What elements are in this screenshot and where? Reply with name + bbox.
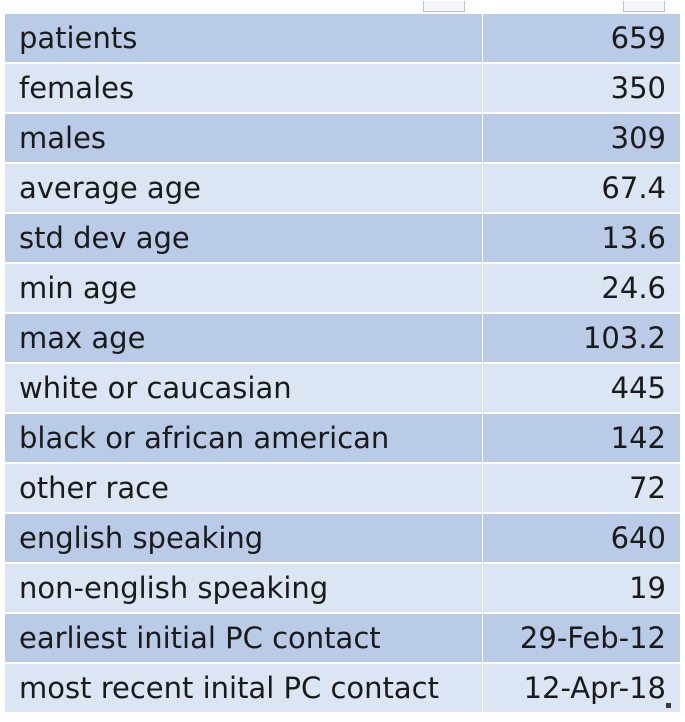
row-value-cell[interactable]: 445 [482,363,680,414]
row-value-cell[interactable]: 350 [482,63,680,114]
table-row: other race 72 [5,463,680,514]
row-value-cell[interactable]: 19 [482,563,680,614]
table-row: white or caucasian 445 [5,363,680,414]
row-label-cell[interactable]: std dev age [5,213,483,264]
table-row: most recent inital PC contact 12-Apr-18 [5,663,680,714]
table-row: males 309 [5,113,680,164]
table-row: min age 24.6 [5,263,680,314]
row-value-cell[interactable]: 309 [482,113,680,164]
row-value-cell[interactable]: 659 [482,14,680,64]
row-label-cell[interactable]: females [5,63,483,114]
row-value-cell[interactable]: 67.4 [482,163,680,214]
row-label-cell[interactable]: other race [5,463,483,514]
row-label-cell[interactable]: patients [5,14,483,64]
spreadsheet-region: patients 659 females 350 males 309 avera… [5,0,680,722]
filter-dropdown-button[interactable] [623,1,665,12]
row-label-cell[interactable]: max age [5,313,483,364]
table-row: females 350 [5,63,680,114]
table-row: black or african american 142 [5,413,680,464]
row-value-cell[interactable]: 640 [482,513,680,564]
row-label-cell[interactable]: earliest initial PC contact [5,613,483,664]
row-label-cell[interactable]: black or african american [5,413,483,464]
row-value-cell[interactable]: 29-Feb-12 [482,613,680,664]
fill-handle[interactable] [666,703,671,708]
column-header-strip [5,0,680,15]
row-value-cell[interactable]: 103.2 [482,313,680,364]
row-value-cell[interactable]: 13.6 [482,213,680,264]
row-label-cell[interactable]: min age [5,263,483,314]
table-row: max age 103.2 [5,313,680,364]
filter-dropdown-button[interactable] [423,1,465,12]
table-row: english speaking 640 [5,513,680,564]
row-value-cell[interactable]: 24.6 [482,263,680,314]
table-body: patients 659 females 350 males 309 avera… [5,14,680,714]
row-value-cell[interactable]: 12-Apr-18 [482,663,680,714]
patient-statistics-table: patients 659 females 350 males 309 avera… [5,14,680,714]
row-value-cell[interactable]: 142 [482,413,680,464]
row-label-cell[interactable]: white or caucasian [5,363,483,414]
table-row: patients 659 [5,14,680,64]
row-label-cell[interactable]: average age [5,163,483,214]
table-row: std dev age 13.6 [5,213,680,264]
row-label-cell[interactable]: males [5,113,483,164]
table-row: non-english speaking 19 [5,563,680,614]
table-row: average age 67.4 [5,163,680,214]
row-value-cell[interactable]: 72 [482,463,680,514]
row-label-cell[interactable]: most recent inital PC contact [5,663,483,714]
row-label-cell[interactable]: english speaking [5,513,483,564]
table-row: earliest initial PC contact 29-Feb-12 [5,613,680,664]
row-label-cell[interactable]: non-english speaking [5,563,483,614]
